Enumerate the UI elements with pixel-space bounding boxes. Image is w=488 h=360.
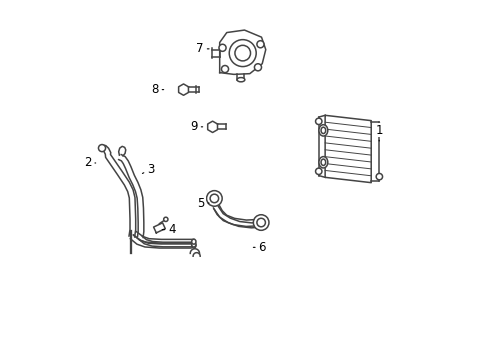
Circle shape bbox=[315, 168, 321, 175]
Ellipse shape bbox=[191, 243, 196, 248]
Circle shape bbox=[221, 66, 228, 73]
Polygon shape bbox=[219, 30, 265, 75]
Ellipse shape bbox=[237, 77, 244, 82]
Circle shape bbox=[206, 191, 222, 206]
Polygon shape bbox=[178, 84, 188, 95]
Circle shape bbox=[375, 174, 382, 180]
Ellipse shape bbox=[191, 242, 196, 247]
Circle shape bbox=[256, 41, 264, 48]
Circle shape bbox=[375, 123, 382, 130]
Ellipse shape bbox=[191, 239, 196, 244]
Circle shape bbox=[256, 218, 265, 227]
Text: 3: 3 bbox=[142, 163, 154, 176]
Circle shape bbox=[98, 145, 105, 152]
Text: 4: 4 bbox=[162, 223, 175, 236]
Polygon shape bbox=[153, 223, 165, 233]
Ellipse shape bbox=[318, 157, 327, 168]
Circle shape bbox=[229, 40, 256, 67]
Circle shape bbox=[210, 194, 218, 203]
Ellipse shape bbox=[318, 125, 327, 136]
Circle shape bbox=[234, 45, 250, 61]
Text: 1: 1 bbox=[375, 124, 382, 141]
Ellipse shape bbox=[321, 127, 325, 134]
Circle shape bbox=[219, 44, 225, 51]
Polygon shape bbox=[325, 115, 370, 183]
Polygon shape bbox=[207, 121, 217, 132]
Text: 9: 9 bbox=[190, 120, 202, 133]
Circle shape bbox=[163, 217, 167, 221]
Text: 6: 6 bbox=[253, 241, 265, 254]
Text: 8: 8 bbox=[151, 83, 163, 96]
Circle shape bbox=[315, 118, 321, 125]
Circle shape bbox=[253, 215, 268, 230]
Text: 7: 7 bbox=[196, 42, 209, 55]
Text: 5: 5 bbox=[197, 197, 209, 210]
Text: 2: 2 bbox=[84, 157, 96, 170]
Ellipse shape bbox=[321, 159, 325, 166]
Circle shape bbox=[254, 64, 261, 71]
